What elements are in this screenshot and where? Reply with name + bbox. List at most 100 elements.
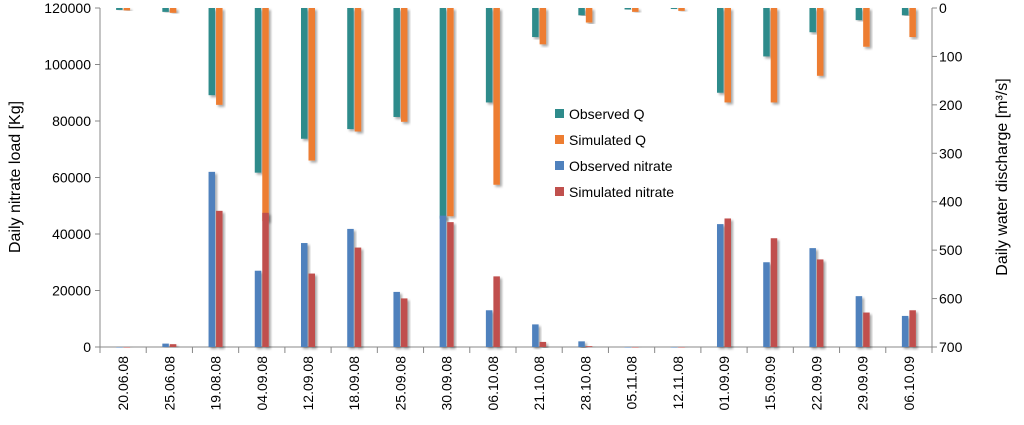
left-tick-label: 20000 (52, 283, 91, 299)
bar-simulated-nitrate-21-10-08 (539, 341, 547, 347)
bar-simulated-q-01-09-09 (724, 8, 731, 103)
bar-simulated-nitrate-01-09-09 (724, 218, 731, 347)
bar-simulated-q-25-09-08 (400, 8, 408, 122)
x-tick-label-04-09-08: 04.09.08 (254, 356, 270, 411)
bar-simulated-nitrate-22-09-09 (816, 259, 824, 347)
right-tick-label: 600 (939, 291, 963, 307)
bar-observed-q-05-11-08 (624, 8, 632, 10)
bar-observed-q-20-06-08 (116, 8, 123, 10)
bar-simulated-nitrate-12-09-08 (308, 273, 315, 347)
bar-observed-nitrate-15-09-09 (763, 262, 770, 347)
x-tick-label-30-09-08: 30.09.08 (439, 356, 455, 411)
bar-simulated-q-22-09-09 (816, 8, 824, 76)
bar-simulated-q-12-09-08 (308, 8, 315, 161)
bar-observed-nitrate-21-10-08 (532, 324, 539, 347)
bar-simulated-nitrate-25-09-08 (400, 298, 408, 347)
bar-observed-nitrate-05-11-08 (624, 347, 632, 348)
bar-simulated-nitrate-04-09-08 (262, 212, 269, 347)
x-tick-label-05-11-08: 05.11.08 (624, 356, 640, 410)
legend-swatch-observed-nitrate (555, 161, 564, 170)
x-tick-label-25-09-08: 25.09.08 (392, 356, 408, 411)
bars-group (116, 8, 916, 348)
right-tick-label: 400 (939, 194, 963, 210)
x-tick-labels: 20.06.08 25.06.08 19.08.08 04.09.08 12.09.08… (99, 347, 933, 411)
bar-simulated-nitrate-18-09-08 (354, 247, 362, 347)
bar-simulated-nitrate-20-06-08 (123, 347, 131, 348)
legend: Observed Q Simulated Q Observed nitrate Sim… (555, 106, 674, 200)
bar-observed-nitrate-12-11-08 (670, 347, 678, 348)
bar-observed-nitrate-29-09-09 (855, 296, 863, 347)
bar-simulated-q-15-09-09 (770, 8, 778, 103)
bar-observed-q-12-09-08 (301, 8, 308, 139)
bar-simulated-nitrate-06-10-09 (909, 310, 916, 347)
bar-simulated-q-04-09-08 (262, 8, 269, 222)
legend-label-simulated-nitrate: Simulated nitrate (569, 184, 674, 200)
legend-swatch-simulated-nitrate (555, 187, 564, 196)
x-tick-label-20-06-08: 20.06.08 (115, 356, 131, 411)
legend-label-simulated-q: Simulated Q (569, 132, 646, 148)
bar-observed-q-15-09-09 (763, 8, 770, 57)
bar-observed-q-28-10-08 (578, 8, 585, 16)
bar-simulated-q-25-06-08 (169, 8, 177, 13)
x-tick-label-22-09-09: 22.09.09 (808, 356, 824, 411)
bar-simulated-nitrate-25-06-08 (169, 344, 177, 347)
y2-axis-title: Daily water discharge [m³/s] (994, 78, 1011, 275)
bar-simulated-nitrate-19-08-08 (216, 210, 223, 347)
bar-simulated-q-05-11-08 (632, 8, 639, 12)
bar-simulated-q-12-11-08 (678, 8, 685, 11)
bar-observed-nitrate-04-09-08 (254, 270, 262, 347)
right-tick-label: 500 (939, 242, 963, 258)
bar-observed-nitrate-12-09-08 (301, 243, 308, 347)
x-tick-label-28-10-08: 28.10.08 (577, 356, 593, 411)
left-tick-label: 40000 (52, 226, 91, 242)
bar-observed-q-21-10-08 (532, 8, 539, 38)
right-tick-label: 700 (939, 339, 963, 355)
bar-observed-nitrate-22-09-09 (809, 248, 816, 347)
right-tick-label: 200 (939, 97, 963, 113)
bar-observed-q-19-08-08 (208, 8, 216, 96)
x-tick-label-29-09-09: 29.09.09 (855, 356, 871, 411)
bar-simulated-q-18-09-08 (354, 8, 362, 132)
bar-observed-nitrate-25-06-08 (162, 343, 169, 347)
x-tick-label-21-10-08: 21.10.08 (531, 356, 547, 411)
right-tick-label: 100 (939, 48, 963, 64)
bar-simulated-nitrate-30-09-08 (447, 222, 454, 347)
x-tick-label-25-06-08: 25.06.08 (161, 356, 177, 411)
bar-simulated-nitrate-12-11-08 (678, 347, 685, 348)
right-tick-label: 300 (939, 145, 963, 161)
bar-simulated-q-19-08-08 (216, 8, 223, 105)
x-tick-label-15-09-09: 15.09.09 (762, 356, 778, 411)
x-tick-label-06-10-09: 06.10.09 (901, 356, 917, 411)
bar-observed-nitrate-19-08-08 (208, 171, 216, 347)
legend-label-observed-nitrate: Observed nitrate (569, 158, 673, 174)
x-tick-label-12-11-08: 12.11.08 (670, 356, 686, 410)
bar-observed-q-22-09-09 (809, 8, 816, 33)
bar-simulated-nitrate-29-09-09 (863, 312, 870, 347)
bar-simulated-q-28-10-08 (585, 8, 593, 23)
left-tick-label: 120000 (44, 0, 91, 16)
legend-label-observed-q: Observed Q (569, 106, 645, 122)
plot-area (99, 8, 933, 348)
bar-observed-q-29-09-09 (855, 8, 863, 21)
bar-observed-q-04-09-08 (254, 8, 262, 173)
bar-observed-q-01-09-09 (717, 8, 724, 93)
bar-simulated-q-06-10-08 (493, 8, 500, 185)
left-tick-label: 60000 (52, 170, 91, 186)
bar-observed-q-25-06-08 (162, 8, 169, 12)
bar-simulated-q-20-06-08 (123, 8, 131, 11)
bar-observed-q-30-09-08 (439, 8, 447, 219)
left-tick-label: 100000 (44, 57, 91, 73)
bar-observed-nitrate-18-09-08 (347, 228, 354, 347)
x-tick-label-06-10-08: 06.10.08 (485, 356, 501, 411)
left-tick-labels: 0 20000 40000 60000 80000 100000 120000 (44, 0, 100, 355)
left-tick-label: 0 (83, 339, 91, 355)
y-axis-title: Daily nitrate load [Kg] (7, 101, 24, 253)
bar-observed-nitrate-20-06-08 (116, 347, 123, 348)
bar-observed-q-06-10-08 (485, 8, 493, 103)
legend-swatch-simulated-q (555, 135, 564, 144)
bar-simulated-q-21-10-08 (539, 8, 547, 45)
x-tick-label-18-09-08: 18.09.08 (346, 356, 362, 411)
bar-observed-q-18-09-08 (347, 8, 354, 130)
bar-simulated-q-30-09-08 (447, 8, 454, 217)
